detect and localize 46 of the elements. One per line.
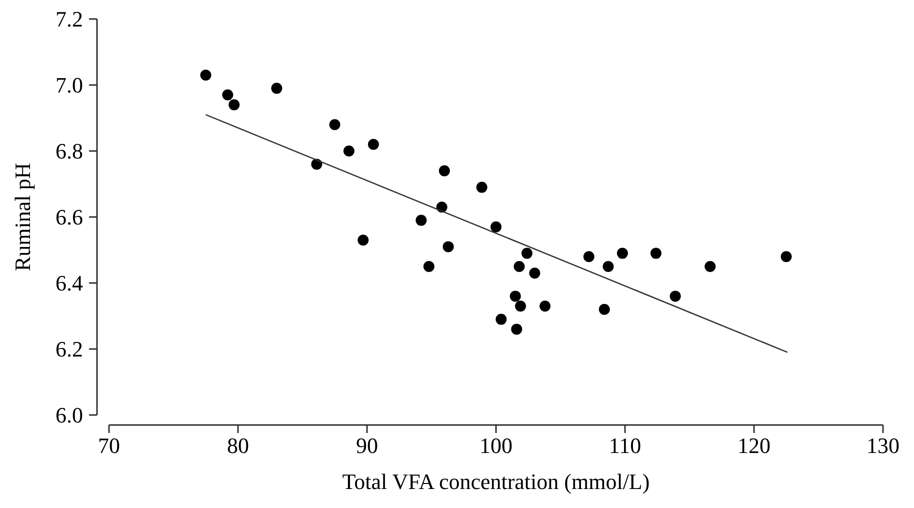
x-tick-label: 120	[738, 433, 770, 458]
point	[416, 214, 427, 226]
point	[271, 82, 282, 94]
point	[583, 251, 594, 262]
x-axis-title: Total VFA concentration (mmol/L)	[342, 469, 650, 494]
point	[540, 300, 551, 312]
x-tick-label: 80	[227, 433, 249, 458]
y-axis-title: Ruminal pH	[10, 162, 35, 272]
point	[598, 304, 610, 315]
point	[780, 251, 792, 262]
point	[496, 314, 507, 325]
point	[442, 241, 454, 252]
point	[476, 182, 488, 193]
point	[358, 234, 369, 246]
point	[510, 290, 521, 302]
point	[490, 221, 502, 232]
point	[514, 261, 525, 272]
point	[222, 89, 234, 100]
point	[650, 248, 662, 259]
x-tick-label: 70	[98, 433, 120, 458]
y-tick-label: 6.6	[56, 204, 83, 230]
point	[329, 119, 340, 130]
x-tick-label: 100	[480, 433, 512, 458]
point	[343, 146, 354, 156]
point	[511, 324, 522, 335]
x-tick-label: 90	[356, 433, 378, 458]
point	[438, 165, 450, 176]
x-tick-label: 130	[866, 433, 900, 458]
point	[704, 261, 716, 272]
point	[515, 300, 526, 312]
x-tick-label: 110	[608, 433, 642, 458]
point	[602, 261, 614, 272]
y-tick-label: 6.2	[56, 336, 83, 362]
point	[521, 248, 532, 259]
y-tick-label: 6.0	[56, 402, 83, 428]
y-tick-label: 7.0	[56, 72, 83, 98]
point	[529, 268, 540, 279]
point	[670, 290, 681, 302]
point	[228, 99, 240, 110]
point	[616, 248, 628, 259]
y-tick-label: 6.4	[56, 270, 83, 296]
point	[200, 70, 212, 81]
point	[368, 138, 379, 150]
y-tick-label: 6.8	[56, 138, 83, 164]
y-tick-label: 7.2	[56, 6, 83, 32]
point	[423, 261, 434, 272]
